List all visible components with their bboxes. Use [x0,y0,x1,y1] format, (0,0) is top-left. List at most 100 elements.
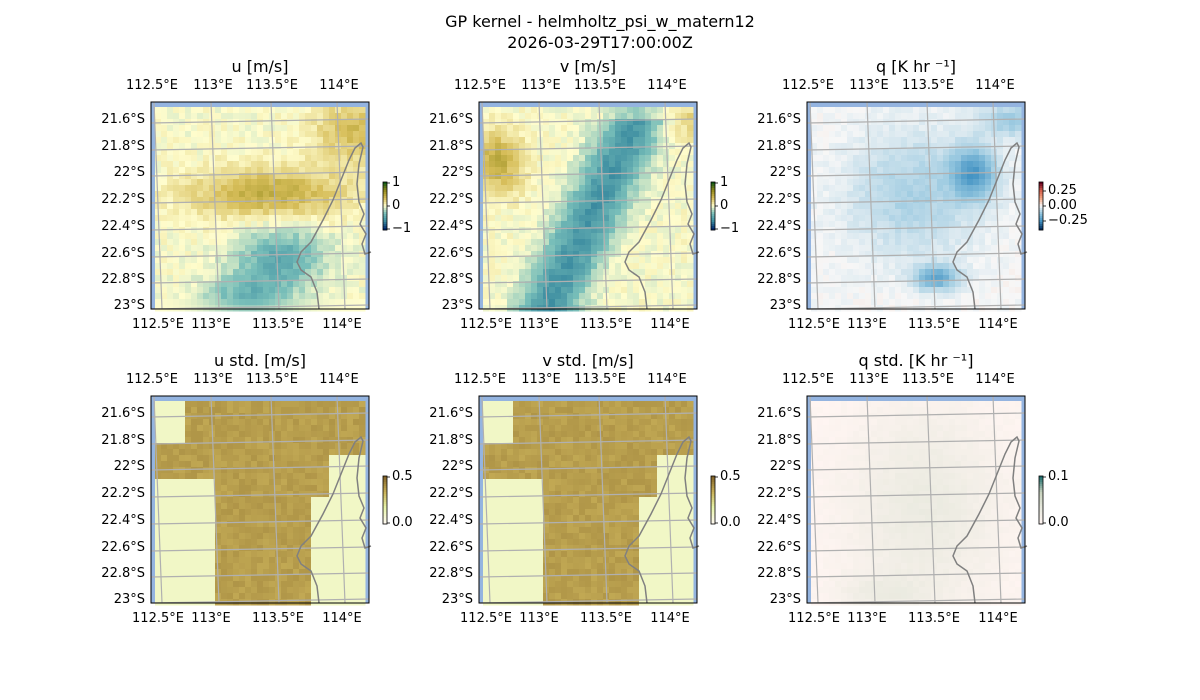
heatmap-cell [209,455,216,462]
heatmap-cell [895,191,902,198]
heatmap-cell [287,263,294,270]
heatmap-cell [573,191,580,198]
heatmap-cell [657,275,664,282]
heatmap-cell [829,203,836,210]
heatmap-cell [817,161,824,168]
heatmap-cell [335,485,342,492]
colorbar-segment [1039,222,1043,225]
heatmap-cell [901,257,908,264]
heatmap-cell [615,269,622,276]
heatmap-cell [1003,257,1010,264]
heatmap-cell [579,299,586,306]
heatmap-cell [281,209,288,216]
heatmap-cell [173,407,180,414]
heatmap-cell [167,179,174,186]
heatmap-cell [167,233,174,240]
heatmap-cell [161,221,168,228]
heatmap-cell [155,419,162,426]
heatmap-cell [185,155,192,162]
heatmap-cell [895,287,902,294]
heatmap-cell [335,455,342,462]
heatmap-cell [203,221,210,228]
heatmap-cell [907,143,914,150]
heatmap-cell [853,143,860,150]
heatmap-cell [341,425,348,432]
heatmap-cell [299,401,306,408]
heatmap-cell [341,509,348,516]
heatmap-cell [633,209,640,216]
heatmap-cell [347,197,354,204]
heatmap-cell [347,581,354,588]
heatmap-cell [937,227,944,234]
heatmap-cell [227,527,234,534]
heatmap-cell [567,263,574,270]
heatmap-cell [501,263,508,270]
heatmap-cell [549,221,556,228]
heatmap-cell [681,173,688,180]
heatmap-cell [317,587,324,594]
heatmap-cell [185,575,192,582]
heatmap-cell [609,191,616,198]
heatmap-cell [191,431,198,438]
heatmap-cell [973,137,980,144]
heatmap-cell [239,563,246,570]
heatmap-cell [335,575,342,582]
heatmap-cell [841,251,848,258]
heatmap-cell [173,557,180,564]
heatmap-cell [841,257,848,264]
heatmap-cell [531,287,538,294]
heatmap-cell [347,125,354,132]
heatmap-cell [179,539,186,546]
heatmap-cell [937,155,944,162]
heatmap-cell [215,155,222,162]
heatmap-cell [597,155,604,162]
heatmap-cell [323,575,330,582]
heatmap-cell [519,161,526,168]
heatmap-cell [251,599,258,606]
heatmap-cell [281,281,288,288]
heatmap-cell [335,161,342,168]
heatmap-cell [585,239,592,246]
heatmap-cell [639,293,646,300]
heatmap-cell [233,227,240,234]
heatmap-cell [269,185,276,192]
heatmap-cell [299,473,306,480]
heatmap-cell [483,527,490,534]
heatmap-cell [155,539,162,546]
heatmap-cell [513,293,520,300]
heatmap-cell [353,293,360,300]
heatmap-cell [305,503,312,510]
heatmap-cell [215,245,222,252]
heatmap-cell [627,299,634,306]
heatmap-cell [257,509,264,516]
heatmap-cell [847,239,854,246]
heatmap-cell [925,185,932,192]
heatmap-cell [215,539,222,546]
heatmap-cell [317,107,324,114]
heatmap-cell [275,401,282,408]
heatmap-cell [311,467,318,474]
heatmap-cell [675,251,682,258]
heatmap-cell [841,209,848,216]
heatmap-cell [305,173,312,180]
heatmap-cell [335,149,342,156]
heatmap-cell [483,587,490,594]
heatmap-cell [567,107,574,114]
heatmap-cell [663,287,670,294]
heatmap-cell [161,209,168,216]
heatmap-cell [335,179,342,186]
heatmap-cell [329,215,336,222]
heatmap-cell [627,179,634,186]
heatmap-cell [239,539,246,546]
heatmap-cell [269,515,276,522]
heatmap-cell [489,407,496,414]
heatmap-cell [543,269,550,276]
heatmap-cell [299,131,306,138]
heatmap-cell [329,161,336,168]
heatmap-cell [179,197,186,204]
heatmap-cell [859,173,866,180]
heatmap-cell [317,407,324,414]
heatmap-cell [359,479,366,486]
heatmap-cell [681,167,688,174]
heatmap-cell [173,449,180,456]
